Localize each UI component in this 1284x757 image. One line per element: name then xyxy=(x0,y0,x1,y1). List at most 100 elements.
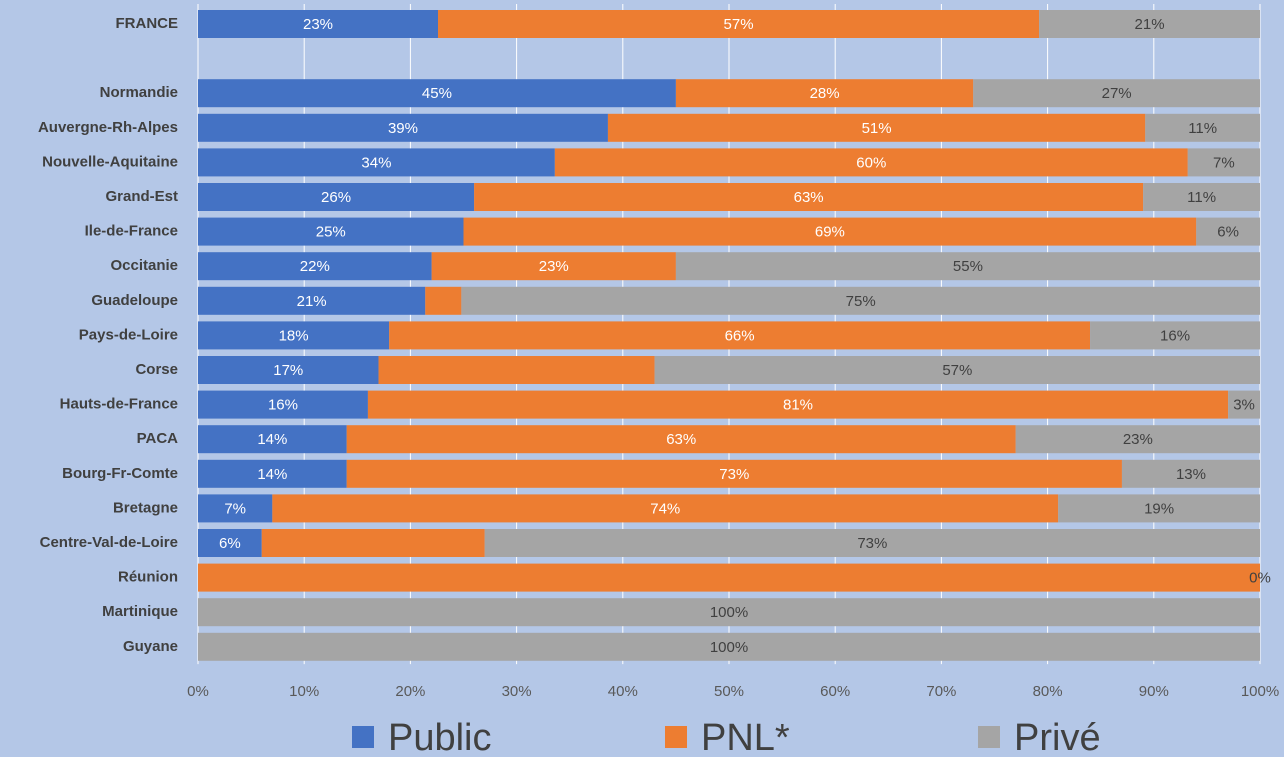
x-tick-label: 40% xyxy=(608,683,638,700)
value-label: 7% xyxy=(1213,154,1235,171)
value-label: 14% xyxy=(257,466,287,483)
value-label: 39% xyxy=(388,120,418,137)
bar-segment xyxy=(198,79,676,108)
bar-segment xyxy=(1145,113,1260,142)
bar-segment xyxy=(1143,183,1260,211)
bar-segment xyxy=(198,632,1260,661)
legend-swatch xyxy=(665,726,687,748)
bar-segment xyxy=(198,217,464,246)
category-label: Hauts-de-France xyxy=(60,396,178,413)
bar-segment xyxy=(438,10,1040,38)
bar-segment xyxy=(675,79,974,108)
bar-segment xyxy=(198,183,475,211)
bar-segment xyxy=(198,356,379,384)
value-label: 23% xyxy=(1123,431,1153,448)
bar-segment xyxy=(198,529,262,557)
value-label: 69% xyxy=(815,224,845,241)
value-label: 21% xyxy=(297,293,327,310)
x-tick-label: 30% xyxy=(502,683,532,700)
x-tick-label: 60% xyxy=(820,683,850,700)
x-tick-label: 80% xyxy=(1033,683,1063,700)
bar-segment xyxy=(1196,217,1260,246)
category-label: Normandie xyxy=(100,84,178,101)
value-label: 16% xyxy=(1160,327,1190,344)
value-label: 100% xyxy=(710,639,748,656)
bar-segment xyxy=(198,425,347,454)
bar-segment xyxy=(425,286,462,315)
bar-segment xyxy=(346,425,1016,454)
category-label: Pays-de-Loire xyxy=(79,326,178,343)
bar-segment xyxy=(474,183,1144,211)
value-label: 11% xyxy=(1188,120,1217,137)
value-label: 73% xyxy=(857,535,887,552)
category-label: Occitanie xyxy=(110,257,178,274)
legend-label: PNL* xyxy=(701,717,790,757)
value-label: 100% xyxy=(710,604,748,621)
value-label: 81% xyxy=(783,397,813,414)
bar-segment xyxy=(198,459,347,488)
value-label: 0% xyxy=(1249,570,1271,587)
value-label: 26% xyxy=(321,189,351,206)
bar-segment xyxy=(675,252,1260,281)
bar-segment xyxy=(461,286,1261,315)
bar-segment xyxy=(198,113,608,142)
bar-segment xyxy=(1121,459,1260,488)
value-label: 73% xyxy=(719,466,749,483)
bar-segment xyxy=(198,321,390,350)
bar-segment xyxy=(1058,494,1260,523)
value-label: 14% xyxy=(257,431,287,448)
value-label: 21% xyxy=(1135,16,1165,33)
bar-segment xyxy=(367,390,1229,419)
value-label: 51% xyxy=(862,120,892,137)
bar-segment xyxy=(198,598,1260,627)
x-tick-label: 90% xyxy=(1139,683,1169,700)
value-label: 66% xyxy=(725,327,755,344)
bar-segment xyxy=(1187,148,1260,177)
category-label: Bretagne xyxy=(113,499,178,516)
legend-label: Public xyxy=(388,717,492,757)
category-label: Réunion xyxy=(118,569,178,586)
bar-segment xyxy=(261,529,485,557)
category-label: Guadeloupe xyxy=(91,292,178,309)
bar-segment xyxy=(654,356,1260,384)
bar-segment xyxy=(198,286,426,315)
value-label: 18% xyxy=(279,327,309,344)
x-tick-label: 10% xyxy=(289,683,319,700)
bar-segment xyxy=(484,529,1260,557)
value-label: 23% xyxy=(539,258,569,275)
x-tick-label: 0% xyxy=(187,683,209,700)
category-label: Nouvelle-Aquitaine xyxy=(42,153,178,170)
x-tick-label: 70% xyxy=(926,683,956,700)
bar-segment xyxy=(554,148,1188,177)
value-label: 75% xyxy=(846,293,876,310)
category-label: Guyane xyxy=(123,638,178,655)
legend-swatch xyxy=(352,726,374,748)
value-label: 7% xyxy=(224,500,246,517)
category-label: Corse xyxy=(135,361,178,378)
value-label: 45% xyxy=(422,85,452,102)
value-label: 11% xyxy=(1187,189,1216,206)
value-label: 23% xyxy=(303,16,333,33)
legend-label: Privé xyxy=(1014,717,1101,757)
value-label: 25% xyxy=(316,224,346,241)
x-tick-label: 50% xyxy=(714,683,744,700)
bar-segment xyxy=(1039,10,1260,38)
category-label: Auvergne-Rh-Alpes xyxy=(38,119,178,136)
value-label: 55% xyxy=(953,258,983,275)
category-label: FRANCE xyxy=(116,15,179,32)
value-label: 57% xyxy=(942,362,972,379)
value-label: 74% xyxy=(650,500,680,517)
bar-segment xyxy=(198,494,273,523)
value-label: 57% xyxy=(724,16,754,33)
bar-segment xyxy=(607,113,1146,142)
bar-segment xyxy=(198,390,368,419)
value-label: 13% xyxy=(1176,466,1206,483)
value-label: 6% xyxy=(219,535,241,552)
value-label: 19% xyxy=(1144,500,1174,517)
value-label: 6% xyxy=(1217,224,1239,241)
category-label: PACA xyxy=(137,430,179,447)
value-label: 63% xyxy=(666,431,696,448)
bar-segment xyxy=(272,494,1059,523)
bar-segment xyxy=(1015,425,1260,454)
x-tick-label: 100% xyxy=(1241,683,1279,700)
